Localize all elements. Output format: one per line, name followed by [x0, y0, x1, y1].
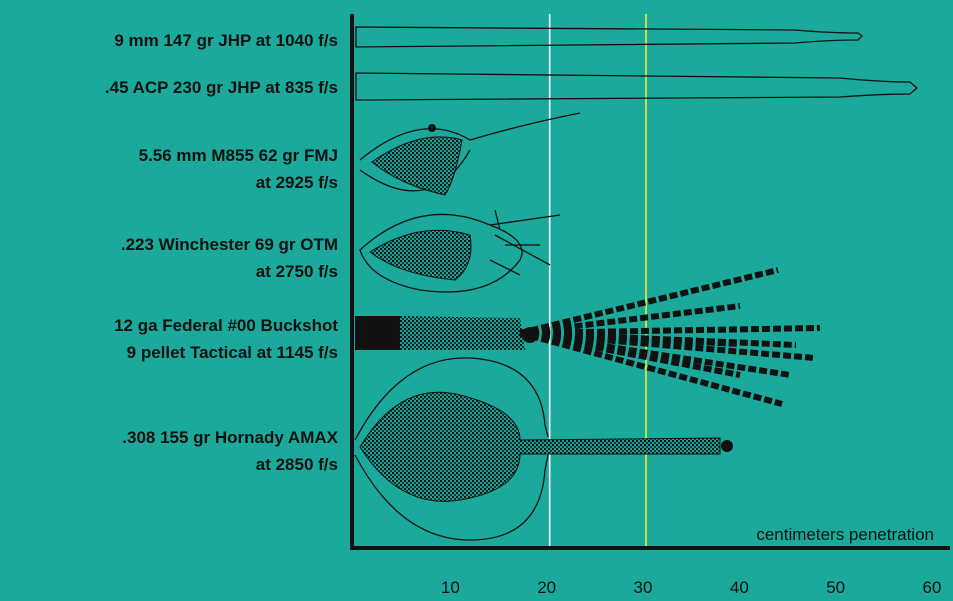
row-label: 12 ga Federal #00 Buckshot — [114, 316, 338, 335]
x-tick-label: 50 — [826, 578, 845, 597]
row-label: 9 pellet Tactical at 1145 f/s — [127, 343, 338, 362]
wound-channels — [354, 26, 918, 541]
row-label: at 2850 f/s — [256, 455, 338, 474]
row-label: .45 ACP 230 gr JHP at 835 f/s — [105, 78, 338, 97]
row-label: 9 mm 147 gr JHP at 1040 f/s — [114, 31, 338, 50]
x-tick-label: 30 — [634, 578, 653, 597]
x-tick-label: 10 — [441, 578, 460, 597]
row-label: at 2750 f/s — [256, 262, 338, 281]
row-label: 5.56 mm M855 62 gr FMJ — [139, 146, 338, 165]
row-label: at 2925 f/s — [256, 173, 338, 192]
x-tick-label: 60 — [923, 578, 942, 597]
axis-label: centimeters penetration — [756, 525, 934, 544]
x-tick-label: 20 — [537, 578, 556, 597]
row-label: .308 155 gr Hornady AMAX — [122, 428, 338, 447]
x-tick-label: 40 — [730, 578, 749, 597]
row-label: .223 Winchester 69 gr OTM — [121, 235, 338, 254]
